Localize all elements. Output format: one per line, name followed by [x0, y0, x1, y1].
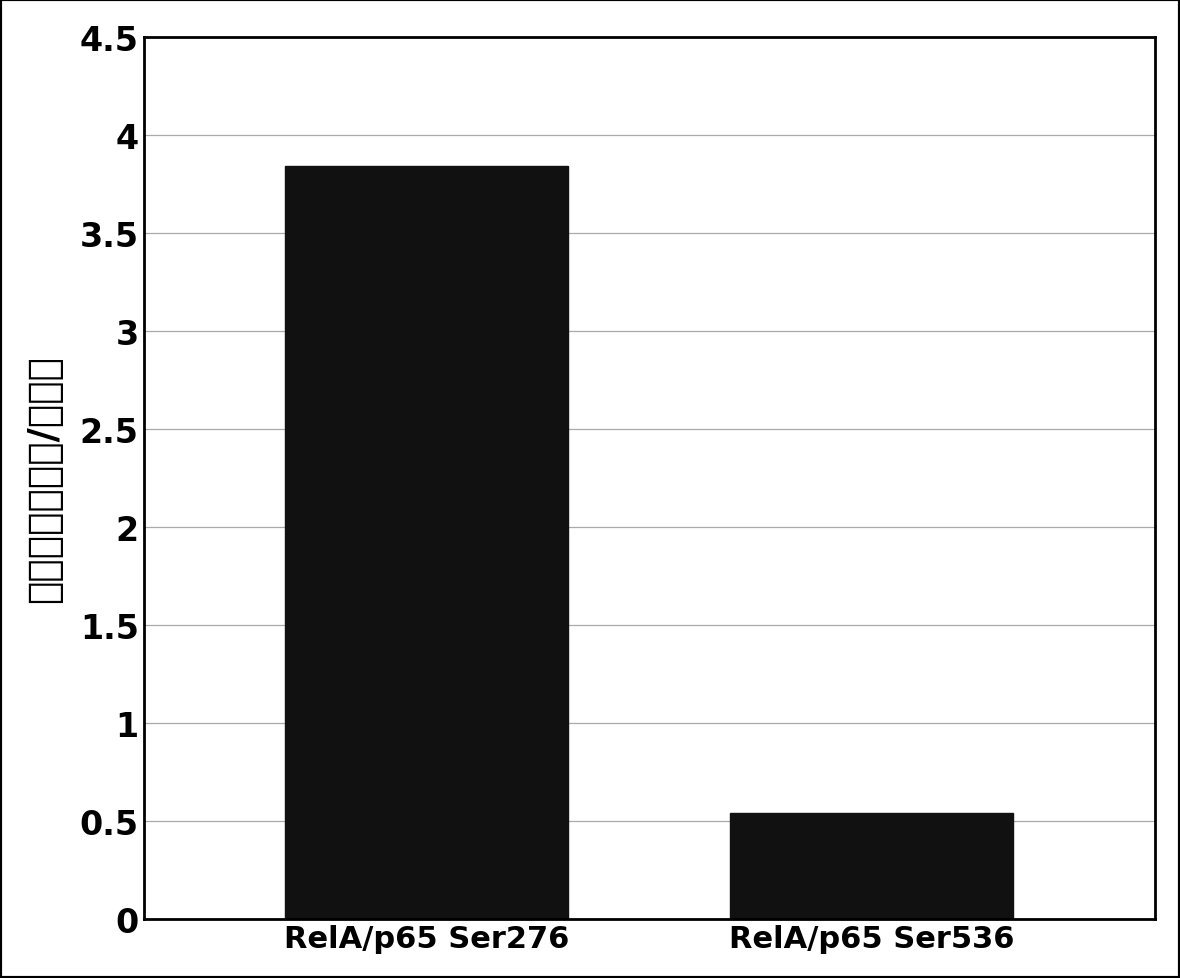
Bar: [730, 814, 1014, 919]
Bar: [286, 167, 569, 919]
Y-axis label: 相对水平（肿瘤/正常）: 相对水平（肿瘤/正常）: [25, 355, 63, 602]
